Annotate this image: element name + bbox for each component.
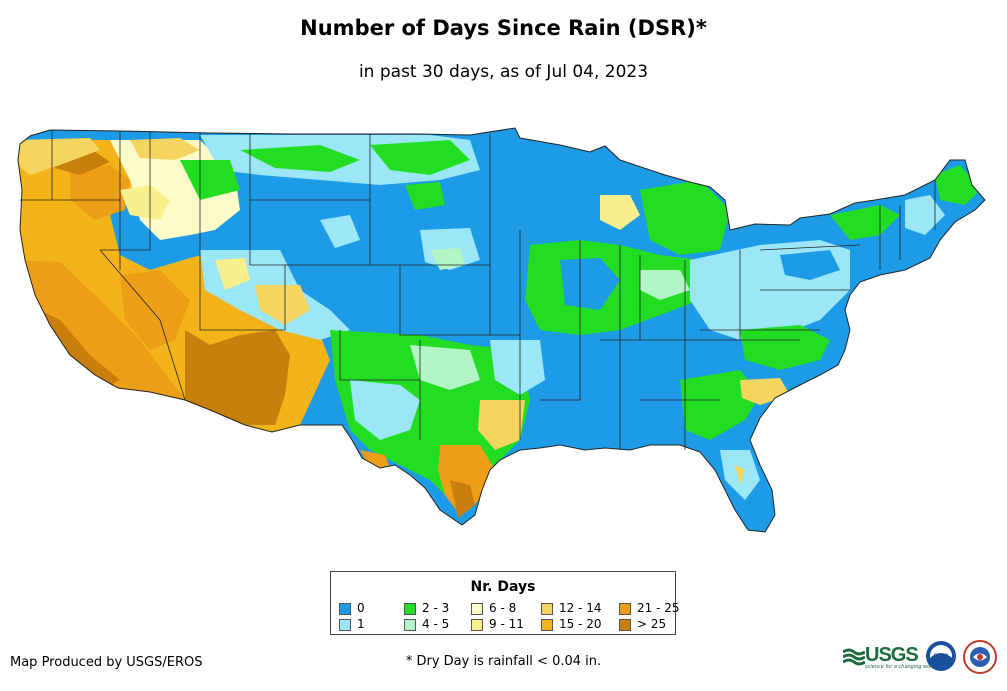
legend-label: 2 - 3 [422,601,450,615]
legend-swatch [541,619,553,631]
map-subtitle: in past 30 days, as of Jul 04, 2023 [358,62,649,82]
legend-swatch [541,603,553,615]
noaa-logo: noaa [926,641,956,671]
credit-text: Map Produced by USGS/EROS [10,655,203,670]
legend-swatch [471,619,483,631]
legend-title: Nr. Days [470,579,536,595]
legend-swatch [619,603,631,615]
state-boundaries [20,131,936,450]
legend-label: 0 [357,601,365,615]
noaa-logo-text: noaa [934,652,949,659]
usgs-logo: USGS science for a changing world [843,644,937,672]
legend-label: > 25 [637,617,667,631]
legend-swatch [339,603,351,615]
usgs-tagline: science for a changing world [865,664,937,670]
footnote-text: * Dry Day is rainfall < 0.04 in. [405,654,602,669]
legend-swatch [339,619,351,631]
legend-swatch [404,619,416,631]
usgs-logo-text: USGS [865,644,919,666]
legend-label: 21 - 25 [637,601,680,615]
legend-swatch [619,619,631,631]
logos: USGS science for a changing world noaa [843,638,1003,678]
nws-logo [963,640,997,674]
legend-label: 15 - 20 [559,617,602,631]
legend-swatch [471,603,483,615]
us-dsr-map [17,127,986,533]
legend-label: 4 - 5 [422,617,450,631]
legend: Nr. Days 0 1 2 - 3 4 - 5 6 - 8 9 - 11 12 - 14 1… [330,571,680,635]
legend-label: 9 - 11 [489,617,524,631]
legend-label: 6 - 8 [489,601,517,615]
map-title: Number of Days Since Rain (DSR)* [300,16,707,40]
legend-label: 12 - 14 [559,601,602,615]
legend-label: 1 [357,617,365,631]
legend-swatch [404,603,416,615]
